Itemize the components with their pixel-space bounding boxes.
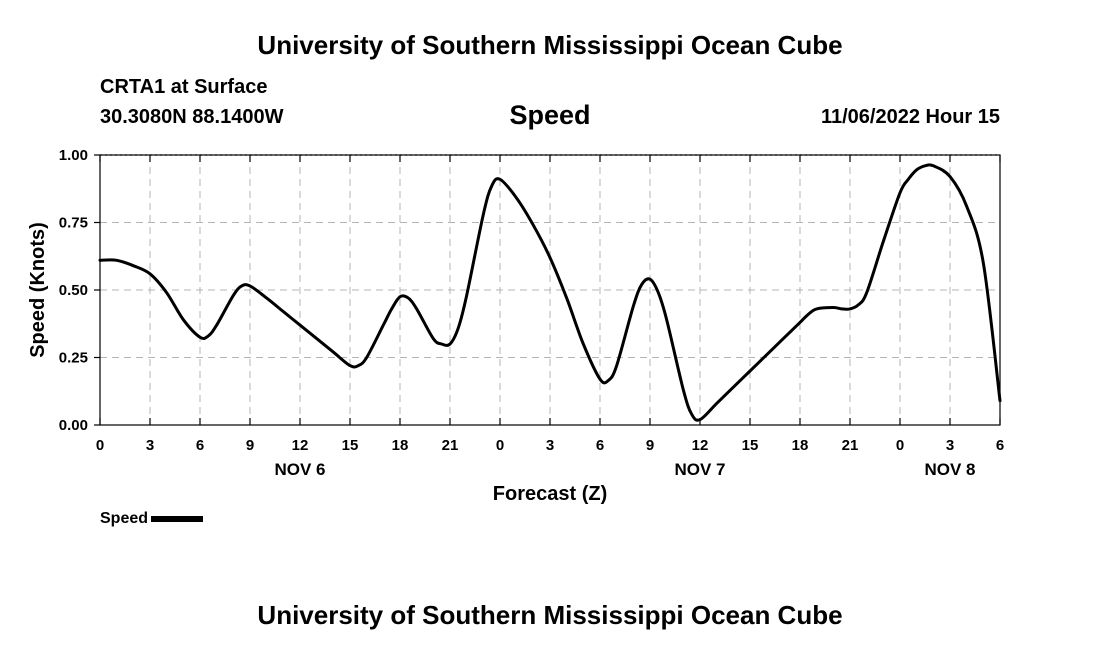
y-axis-label: Speed (Knots) [27, 222, 49, 358]
x-tick-label: 15 [342, 437, 359, 454]
x-tick-label: 9 [646, 437, 654, 454]
chart-legend: Speed [100, 510, 204, 528]
x-date-label: NOV 6 [274, 460, 325, 479]
x-tick-label: 0 [896, 437, 904, 454]
y-tick-label: 0.25 [59, 350, 88, 367]
axis-ticks: 0 3 6 9 12 15 18 21 0 3 6 9 12 15 18 21 0 3 6 NOV 6 NOV 7 NOV… [59, 147, 1004, 479]
x-tick-label: 21 [842, 437, 859, 454]
x-tick-label: 0 [96, 437, 104, 454]
x-tick-label: 9 [246, 437, 254, 454]
station-label: CRTA1 at Surface [100, 76, 268, 98]
y-tick-label: 0.75 [59, 215, 88, 232]
x-tick-label: 12 [292, 437, 309, 454]
station-coords: 30.3080N 88.1400W [100, 106, 284, 128]
legend-label: Speed [100, 510, 149, 527]
x-date-label: NOV 7 [674, 460, 725, 479]
x-tick-label: 12 [692, 437, 709, 454]
x-tick-label: 0 [496, 437, 504, 454]
x-tick-label: 15 [742, 437, 759, 454]
x-tick-label: 6 [596, 437, 604, 454]
x-tick-label: 18 [392, 437, 409, 454]
forecast-datetime: 11/06/2022 Hour 15 [820, 106, 1000, 128]
x-tick-label: 21 [442, 437, 459, 454]
chart-title: Speed [509, 100, 591, 130]
footer-title: University of Southern Mississippi Ocean… [257, 600, 843, 630]
y-tick-label: 0.00 [59, 417, 88, 434]
page-title: University of Southern Mississippi Ocean… [257, 30, 843, 60]
y-tick-label: 0.50 [59, 282, 88, 299]
y-tick-label: 1.00 [59, 147, 88, 164]
x-tick-label: 6 [196, 437, 204, 454]
x-tick-label: 3 [546, 437, 554, 454]
x-tick-label: 6 [996, 437, 1004, 454]
speed-series-line [98, 163, 1002, 422]
x-axis-label: Forecast (Z) [493, 483, 607, 505]
x-date-label: NOV 8 [924, 460, 975, 479]
x-tick-label: 3 [146, 437, 154, 454]
legend-line-swatch [151, 516, 204, 522]
x-tick-label: 18 [792, 437, 809, 454]
x-tick-label: 3 [946, 437, 954, 454]
chart-grid [100, 155, 1000, 425]
